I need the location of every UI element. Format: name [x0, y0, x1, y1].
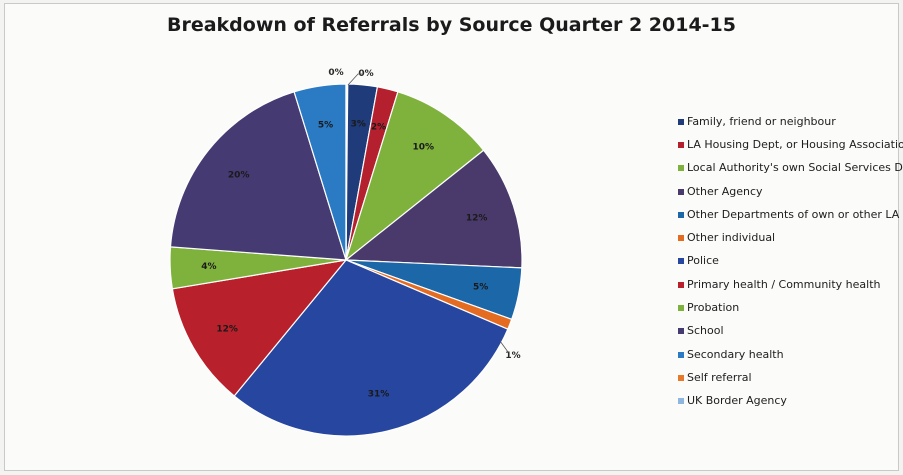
legend-label: Secondary health	[687, 347, 784, 361]
legend-swatch	[678, 118, 684, 125]
data-label: 20%	[228, 170, 250, 180]
data-label: 4%	[201, 262, 216, 272]
data-label: 10%	[413, 143, 435, 153]
legend-label: Police	[687, 254, 719, 268]
legend-swatch	[678, 165, 684, 172]
legend-label: Family, friend or neighbour	[687, 114, 836, 128]
legend-entry: UK Border Agency	[678, 390, 903, 413]
legend-entry: Family, friend or neighbour	[678, 110, 903, 133]
legend-label: Probation	[687, 301, 740, 315]
legend-entry: Primary health / Community health	[678, 273, 903, 296]
legend-swatch	[678, 398, 684, 405]
legend-swatch	[678, 188, 684, 195]
legend-entry: Local Authority's own Social Services De…	[678, 157, 903, 180]
pie-slice	[233, 259, 509, 437]
data-label: 3%	[351, 119, 366, 129]
legend-label: School	[687, 324, 724, 338]
legend-entry: Police	[678, 250, 903, 273]
legend-swatch	[678, 235, 684, 242]
data-label: 0%	[328, 68, 343, 78]
data-label: 12%	[466, 214, 488, 224]
leader-line	[347, 73, 362, 86]
legend-entry: Other individual	[678, 226, 903, 249]
legend-entry: Other Departments of own or other LA	[678, 203, 903, 226]
pie-slice	[345, 83, 349, 261]
legend-label: UK Border Agency	[687, 394, 787, 408]
data-label: 5%	[473, 283, 488, 293]
legend-entry: Probation	[678, 296, 903, 319]
legend-entry: Secondary health	[678, 343, 903, 366]
chart-title: Breakdown of Referrals by Source Quarter…	[166, 14, 736, 36]
legend-swatch	[678, 281, 684, 288]
pie-slice	[344, 149, 523, 269]
legend-swatch	[678, 211, 684, 218]
legend-swatch	[678, 328, 684, 335]
data-label: 0%	[358, 69, 373, 79]
leader-line	[499, 340, 509, 353]
data-label: 12%	[216, 325, 238, 335]
data-label: 1%	[505, 351, 520, 361]
legend-swatch	[678, 258, 684, 265]
data-label: 31%	[368, 389, 390, 399]
pie-slice	[169, 91, 347, 261]
legend-label: Primary health / Community health	[687, 277, 881, 291]
pie-slice	[171, 259, 348, 397]
legend-label: LA Housing Dept, or Housing Association	[687, 137, 903, 151]
legend-label: Self referral	[687, 370, 752, 384]
legend-swatch	[678, 305, 684, 312]
legend-swatch	[678, 374, 684, 381]
legend-entry: School	[678, 320, 903, 343]
legend-label: Other Agency	[687, 184, 763, 198]
legend-entry: Self referral	[678, 366, 903, 389]
legend-swatch	[678, 141, 684, 148]
data-label: 2%	[371, 123, 386, 133]
legend-entry: LA Housing Dept, or Housing Association	[678, 133, 903, 156]
legend-label: Local Authority's own Social Services De…	[687, 161, 903, 175]
legend-label: Other Departments of own or other LA	[687, 207, 900, 221]
pie-slice	[344, 91, 485, 262]
legend: Family, friend or neighbour LA Housing De…	[678, 110, 903, 413]
legend-label: Other individual	[687, 231, 776, 245]
legend-swatch	[678, 351, 684, 358]
legend-entry: Other Agency	[678, 180, 903, 203]
data-label: 5%	[318, 120, 333, 130]
